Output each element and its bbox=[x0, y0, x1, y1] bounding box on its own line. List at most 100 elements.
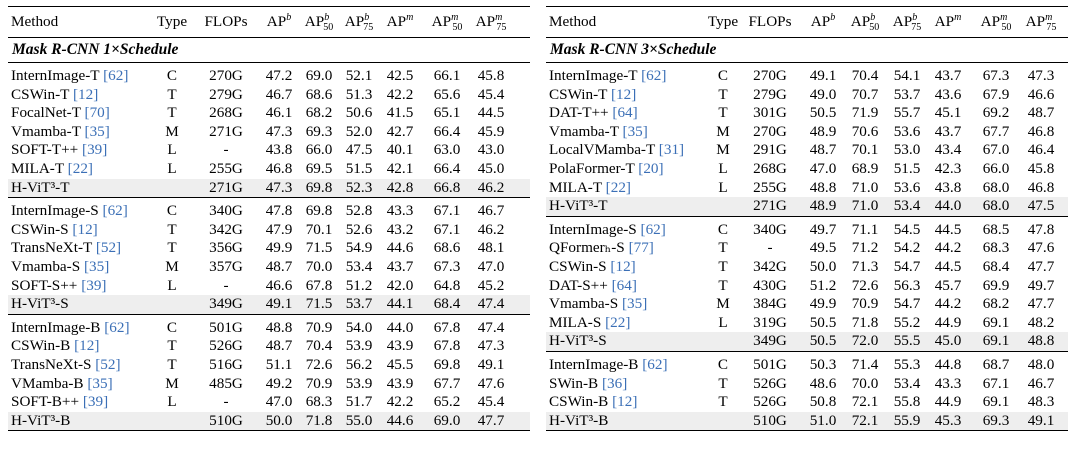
table-row: InternImage-T [62] C 270G 49.1 70.4 54.1 43.7 6… bbox=[546, 67, 1068, 86]
method-cell: SOFT-B++ [39] bbox=[11, 393, 108, 412]
metric-cell: 67.8 bbox=[433, 318, 461, 336]
metric-cell: 46.6 bbox=[1027, 85, 1055, 103]
metric-cell: 49.1 bbox=[1027, 411, 1055, 429]
type-cell: T bbox=[167, 220, 177, 238]
metric-cell: 54.1 bbox=[893, 67, 921, 84]
method-cell: SOFT-T++ [39] bbox=[11, 141, 107, 160]
metric-cell: 52.3 bbox=[345, 178, 373, 196]
metric-cell: 53.6 bbox=[893, 178, 921, 196]
metric-cell: 54.5 bbox=[893, 220, 921, 238]
type-cell: C bbox=[166, 318, 178, 336]
col-apm75-sub: 75 bbox=[496, 22, 507, 34]
metric-cell: 48.7 bbox=[1027, 104, 1055, 122]
metric-cell: 67.1 bbox=[982, 374, 1010, 392]
metric-cell: 43.7 bbox=[934, 122, 962, 140]
metric-cell: 68.6 bbox=[305, 85, 333, 103]
metric-cell: 47.3 bbox=[477, 337, 505, 355]
citation-link: [35] bbox=[83, 257, 110, 275]
metric-cell: 46.4 bbox=[1027, 141, 1055, 159]
type-cell: L bbox=[167, 276, 177, 294]
metric-cell: 72.0 bbox=[851, 332, 879, 350]
method-cell: TransNeXt-T [52] bbox=[11, 239, 121, 258]
method-name: Vmamba-S bbox=[11, 257, 81, 275]
col-ap50: APb50 bbox=[298, 7, 340, 37]
metric-cell: 68.6 bbox=[433, 239, 461, 257]
method-cell: InternImage-B [62] bbox=[11, 319, 130, 338]
col-flops: FLOPs bbox=[204, 13, 248, 30]
metric-cell: 54.2 bbox=[893, 239, 921, 257]
metric-cell: 71.8 bbox=[851, 313, 879, 331]
method-cell: CSWin-S [12] bbox=[549, 258, 636, 277]
metric-cell: 47.0 bbox=[477, 257, 505, 275]
metric-cell: 44.6 bbox=[386, 411, 414, 429]
citation-link: [31] bbox=[658, 141, 685, 159]
method-cell: CSWin-T [12] bbox=[549, 86, 636, 105]
metric-cell: 52.0 bbox=[345, 122, 373, 140]
metric-cell: 44.5 bbox=[934, 220, 962, 238]
citation-link: [52] bbox=[95, 355, 121, 373]
method-name: CSWin-B bbox=[11, 337, 71, 355]
col-method: Method bbox=[549, 13, 597, 30]
metric-cell: 46.2 bbox=[477, 220, 505, 238]
method-cell: Vmamba-T [35] bbox=[549, 123, 648, 142]
col-ap75-sub: 75 bbox=[911, 22, 922, 34]
col-apm50-sup: m bbox=[451, 11, 459, 23]
metric-cell: 69.8 bbox=[433, 355, 461, 373]
metric-cell: 68.0 bbox=[982, 197, 1010, 215]
metric-cell: 54.0 bbox=[345, 318, 373, 336]
table-row: SOFT-S++ [39] L - 46.6 67.8 51.2 42.0 64.8 45.2 bbox=[8, 277, 530, 296]
table-row: CSWin-S [12] T 342G 50.0 71.3 54.7 44.5 68.4 47.… bbox=[546, 258, 1068, 277]
metric-cell: 43.3 bbox=[386, 202, 414, 220]
method-cell: H-ViT³-B bbox=[11, 412, 70, 431]
type-cell: M bbox=[165, 122, 179, 140]
col-ap50-sup: b bbox=[324, 11, 330, 23]
type-cell: L bbox=[718, 159, 728, 177]
metric-cell: 49.1 bbox=[265, 295, 293, 313]
table-row: VMamba-B [35] M 485G 49.2 70.9 53.9 43.9 67.7 47… bbox=[8, 375, 530, 394]
metric-cell: 44.1 bbox=[386, 295, 414, 313]
table-row: LocalVMamba-T [31] M 291G 48.7 70.1 53.0 43.4 6… bbox=[546, 141, 1068, 160]
ours-row: H-ViT³-S 349G 50.5 72.0 55.5 45.0 69.1 48.8 bbox=[546, 332, 1068, 351]
method-name: TransNeXt-S bbox=[11, 355, 92, 373]
metric-cell: 48.9 bbox=[809, 122, 837, 140]
citation-link: [62] bbox=[642, 355, 668, 373]
metric-cell: 52.6 bbox=[345, 220, 373, 238]
metric-cell: 69.5 bbox=[305, 159, 333, 177]
flops-cell: 279G bbox=[209, 85, 243, 103]
method-cell: MILA-S [22] bbox=[549, 314, 630, 333]
table-row: DAT-T++ [64] T 301G 50.5 71.9 55.7 45.1 69.2 48.… bbox=[546, 104, 1068, 123]
metric-cell: 55.2 bbox=[893, 313, 921, 331]
metric-cell: 42.3 bbox=[934, 159, 962, 177]
col-ap: APb bbox=[258, 7, 300, 37]
method-name: CSWin-S bbox=[549, 257, 607, 275]
metric-cell: 63.0 bbox=[433, 141, 461, 159]
metric-cell: 44.5 bbox=[934, 257, 962, 275]
col-ap75-sup: b bbox=[364, 11, 370, 23]
flops-cell: - bbox=[223, 393, 229, 411]
type-cell: M bbox=[165, 257, 179, 275]
metric-cell: 49.7 bbox=[1027, 276, 1055, 294]
flops-cell: 255G bbox=[753, 178, 787, 196]
metric-cell: 65.1 bbox=[433, 104, 461, 122]
metric-cell: 47.9 bbox=[265, 220, 293, 238]
metric-cell: 42.1 bbox=[386, 159, 414, 177]
metric-cell: 70.0 bbox=[305, 257, 333, 275]
metric-cell: 55.7 bbox=[893, 104, 921, 122]
flops-cell: 501G bbox=[753, 355, 787, 373]
citation-link: [39] bbox=[81, 276, 107, 294]
col-apm75: APm75 bbox=[470, 7, 512, 37]
metric-cell: 70.1 bbox=[305, 220, 333, 238]
right-results-table: Method Type FLOPs APb APb50 APb75 APm APm50 APm7… bbox=[546, 6, 1068, 432]
citation-link: [39] bbox=[82, 393, 109, 411]
group-rule bbox=[8, 197, 530, 199]
metric-cell: 67.8 bbox=[305, 276, 333, 294]
flops-cell: 270G bbox=[753, 122, 787, 140]
metric-cell: 47.8 bbox=[265, 202, 293, 220]
citation-link: [70] bbox=[84, 104, 110, 122]
group-rule bbox=[8, 430, 530, 432]
citation-link: [62] bbox=[104, 318, 130, 336]
method-cell: MILA-T [22] bbox=[549, 179, 631, 198]
col-ap50-sup: b bbox=[870, 11, 876, 23]
metric-cell: 48.1 bbox=[477, 239, 505, 257]
table-row: InternImage-B [62] C 501G 48.8 70.9 54.0 44.0 6… bbox=[8, 319, 530, 338]
